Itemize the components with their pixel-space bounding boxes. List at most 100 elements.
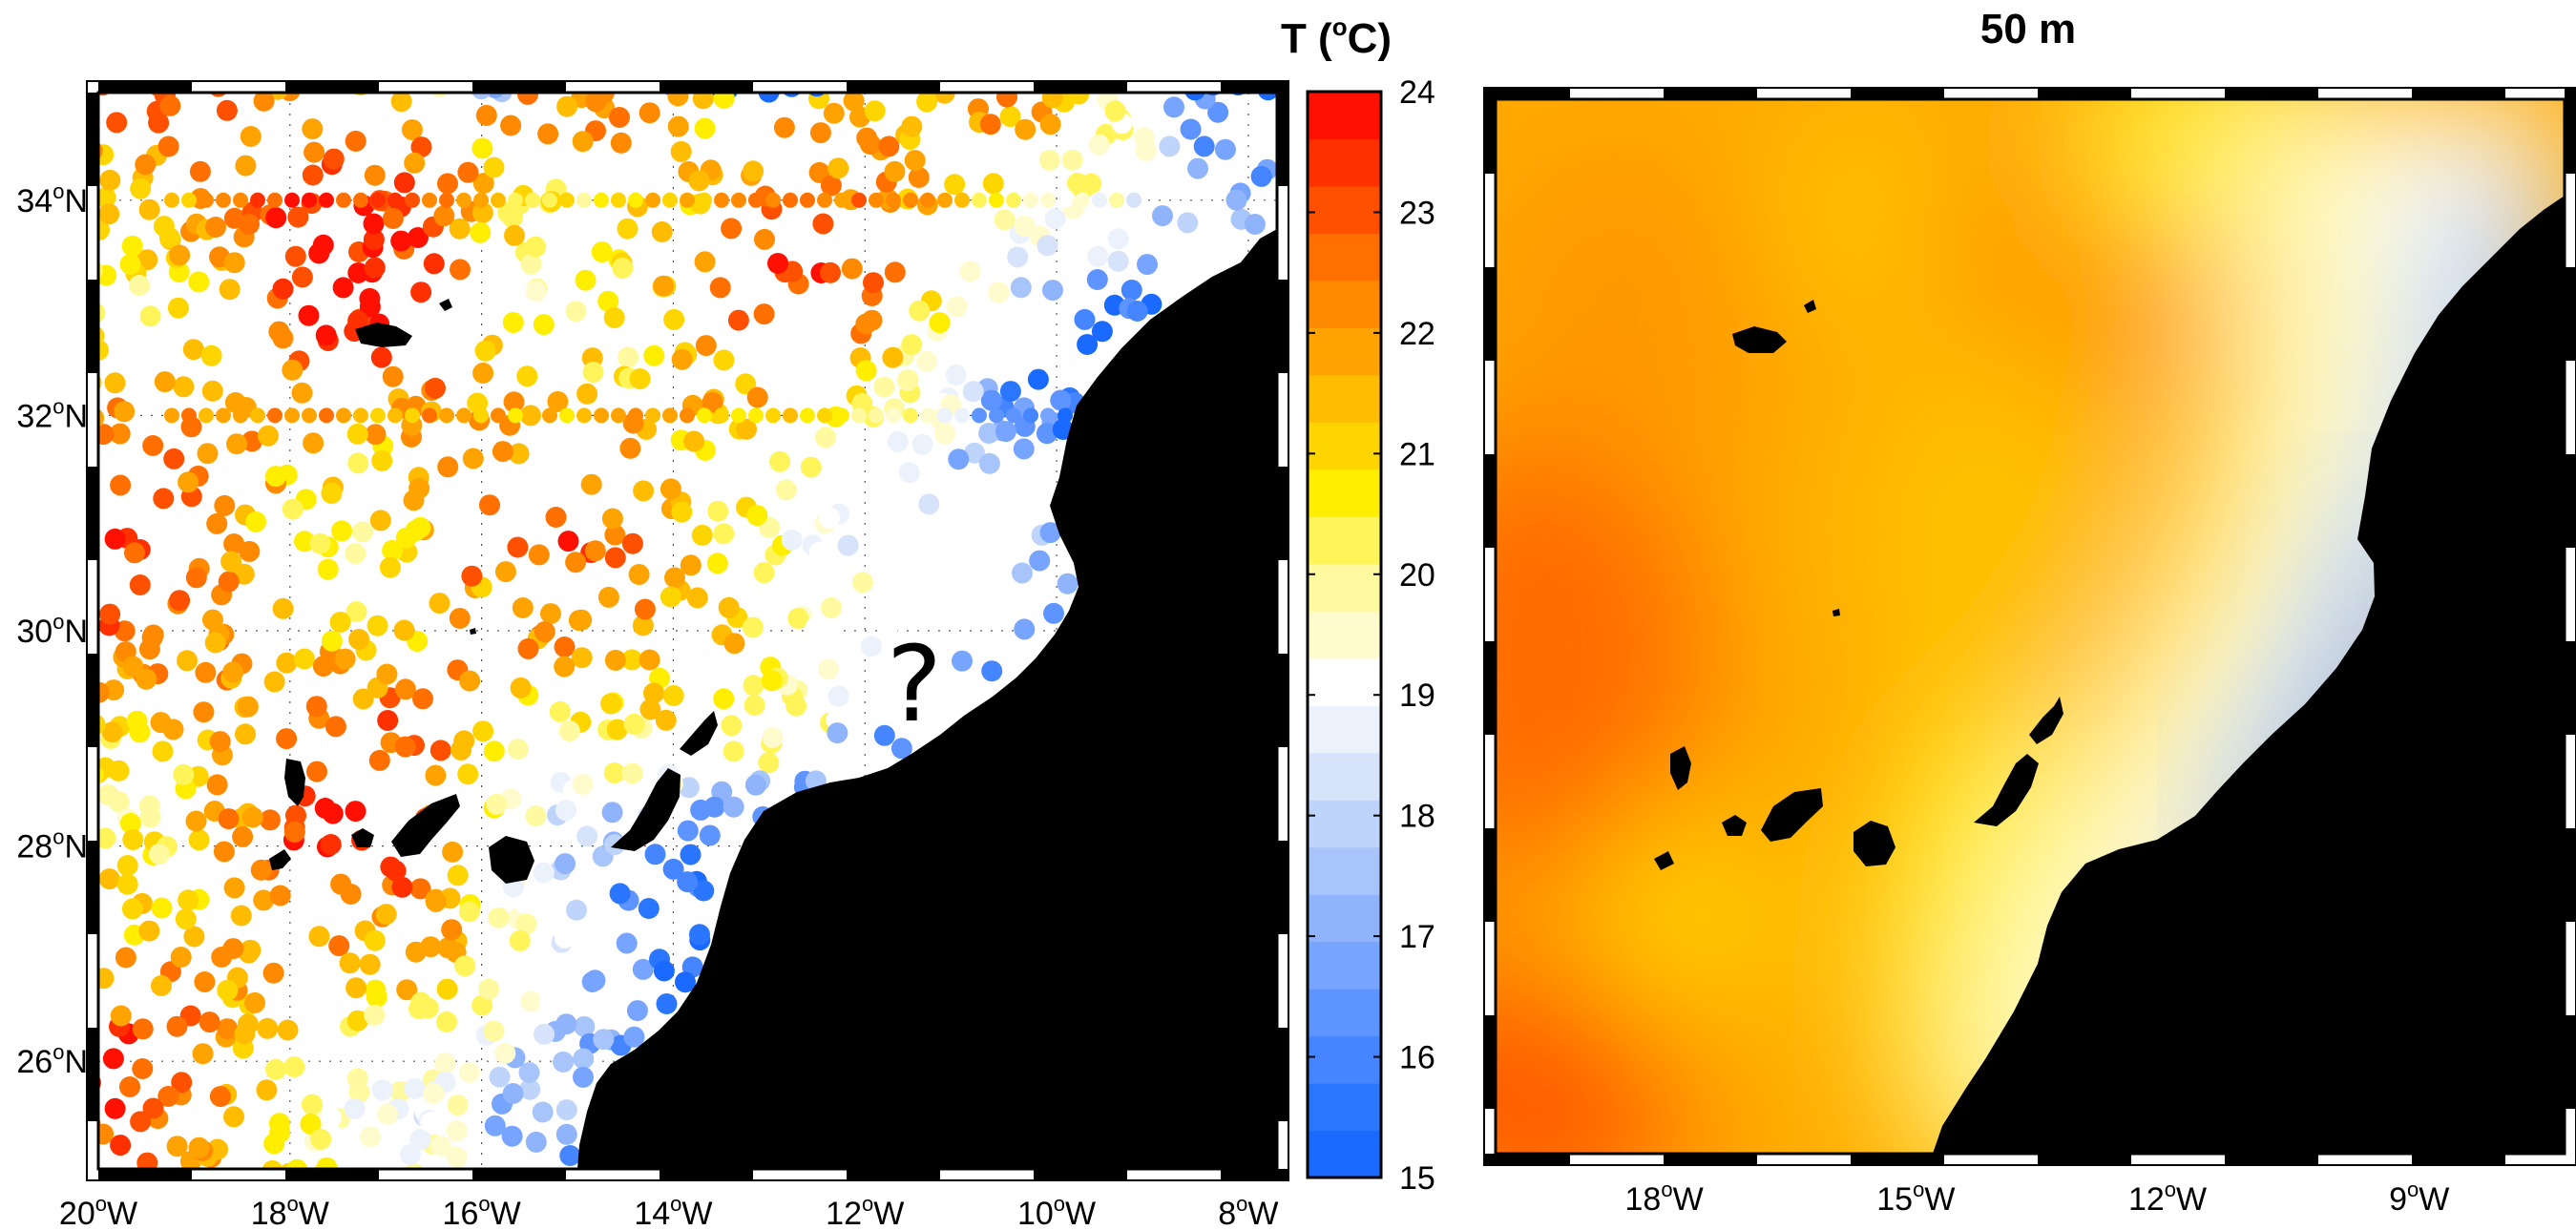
savage-islands	[470, 628, 476, 635]
latitude-label: 30oN	[16, 610, 88, 650]
observation-point	[809, 122, 831, 144]
observation-point	[98, 968, 115, 990]
observation-point	[283, 1056, 305, 1077]
observation-point	[808, 93, 829, 110]
observation-point	[887, 430, 909, 452]
observation-point	[461, 565, 483, 587]
observation-point	[262, 962, 284, 984]
observation-point	[340, 884, 362, 905]
observation-point	[472, 173, 494, 194]
observation-point	[425, 377, 446, 399]
observation-point	[555, 1013, 577, 1035]
observation-point	[603, 762, 625, 783]
observation-point	[121, 898, 143, 920]
observation-point	[851, 407, 867, 424]
observation-point	[1091, 321, 1113, 343]
observation-point	[532, 1101, 554, 1123]
longitude-label: 16oW	[443, 1192, 521, 1230]
observation-point	[576, 407, 592, 424]
observation-point	[368, 749, 390, 771]
observation-point	[223, 1106, 244, 1128]
observation-point	[507, 739, 529, 761]
frame-segment	[1277, 654, 1288, 747]
observation-point	[267, 192, 283, 208]
observation-point	[169, 244, 191, 266]
colorbar-band	[1308, 185, 1381, 235]
observation-point	[1023, 192, 1038, 208]
observation-point	[245, 511, 266, 532]
observation-point	[348, 1081, 370, 1103]
colorbar-tick-label: 22	[1399, 316, 1435, 352]
observation-point	[884, 160, 906, 182]
la-gomera-island	[351, 828, 374, 847]
observation-point	[834, 192, 849, 208]
observation-point	[345, 543, 367, 565]
frame-segment	[1277, 93, 1288, 186]
observation-point	[623, 713, 645, 735]
observation-point	[576, 383, 598, 405]
observation-point	[170, 947, 192, 968]
observation-point	[320, 834, 342, 855]
observation-point	[545, 507, 567, 528]
right-map-temperature-field	[1496, 99, 2565, 1154]
colorbar-band	[1308, 657, 1381, 706]
observation-point	[856, 127, 878, 149]
observation-point	[422, 407, 437, 424]
observation-point	[571, 647, 593, 669]
la-gomera-island-right	[1722, 815, 1747, 836]
frame-segment	[1484, 1154, 1570, 1165]
observation-point	[903, 407, 918, 424]
observation-point	[188, 1136, 210, 1158]
observation-point	[124, 542, 145, 564]
frame-segment	[87, 280, 98, 373]
colorbar-band	[1308, 705, 1381, 754]
observation-point	[584, 969, 606, 991]
observation-point	[693, 880, 715, 902]
africa-coastline-right	[1933, 196, 2565, 1154]
frame-segment	[1034, 1169, 1127, 1180]
observation-point	[556, 95, 578, 117]
observation-point	[707, 500, 729, 522]
observation-point	[502, 1083, 524, 1104]
observation-point	[319, 407, 334, 424]
right-map-title: 50 m	[1980, 6, 2076, 52]
observation-point	[671, 348, 693, 370]
observation-point	[183, 926, 205, 948]
observation-point	[302, 164, 324, 186]
observation-point	[1135, 139, 1157, 161]
observation-point	[449, 218, 471, 240]
observation-point	[98, 424, 115, 446]
observation-point	[256, 1079, 278, 1101]
observation-point	[157, 1086, 179, 1107]
observation-point	[660, 586, 681, 608]
observation-point	[121, 235, 143, 257]
observation-point	[429, 740, 451, 761]
observation-point	[377, 1103, 399, 1125]
observation-point	[132, 1018, 154, 1040]
observation-point	[680, 554, 702, 576]
observation-point	[508, 192, 523, 208]
observation-point	[1152, 205, 1173, 227]
observation-point	[584, 540, 606, 562]
observation-point	[363, 213, 385, 235]
observation-point	[308, 926, 330, 948]
observation-point	[1080, 173, 1102, 195]
frame-segment	[2565, 267, 2576, 361]
observation-point	[353, 407, 368, 424]
frame-segment	[98, 81, 192, 93]
observation-point	[616, 932, 638, 954]
observation-point	[612, 258, 634, 280]
lanzarote-island	[680, 711, 718, 756]
latitude-label: 34oN	[16, 179, 88, 219]
observation-point	[302, 407, 317, 424]
observation-point	[148, 112, 170, 134]
observation-point	[1038, 149, 1060, 171]
observation-point	[800, 407, 815, 424]
observation-point	[405, 941, 427, 963]
observation-point	[382, 539, 404, 561]
observation-point	[981, 660, 1003, 682]
observation-point	[639, 102, 660, 124]
observation-point	[643, 682, 664, 704]
observation-point	[689, 924, 710, 946]
